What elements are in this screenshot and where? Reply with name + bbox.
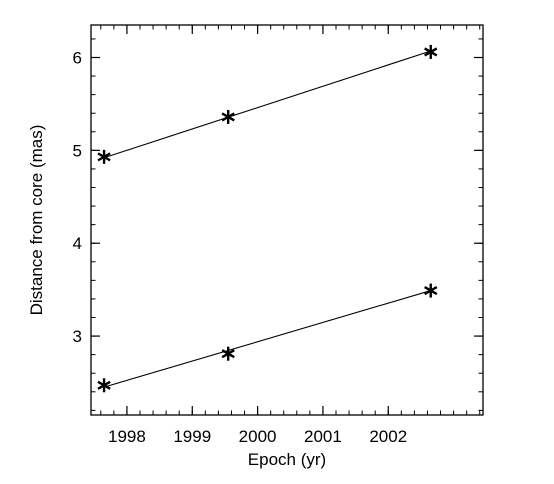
x-tick-label: 1999 [173,427,211,446]
data-point-s1-2 [221,109,235,124]
x-tick-label: 2001 [304,427,342,446]
y-axis-label: Distance from core (mas) [27,125,46,316]
y-tick-labels: 3 4 5 6 [73,49,82,347]
data-point-s1-3 [424,44,438,59]
data-point-s2-3 [424,283,438,298]
x-axis-label: Epoch (yr) [248,450,326,469]
major-ticks [91,25,483,415]
y-tick-label: 4 [73,234,82,253]
fit-line-2 [103,290,431,388]
y-tick-label: 3 [73,327,82,346]
y-tick-label: 6 [73,49,82,68]
markers [97,44,438,393]
data-point-s1-1 [97,149,111,164]
data-point-s2-1 [97,378,111,393]
minor-ticks [91,25,483,415]
plot-frame [90,24,484,416]
data-point-s2-2 [221,346,235,361]
fit-line-1 [103,50,431,159]
fit-lines [103,50,431,388]
x-tick-label: 2000 [239,427,277,446]
y-tick-label: 5 [73,141,82,160]
x-tick-label: 2002 [369,427,407,446]
x-tick-label: 1998 [108,427,146,446]
x-tick-labels: 1998 1999 2000 2001 2002 [108,427,407,446]
